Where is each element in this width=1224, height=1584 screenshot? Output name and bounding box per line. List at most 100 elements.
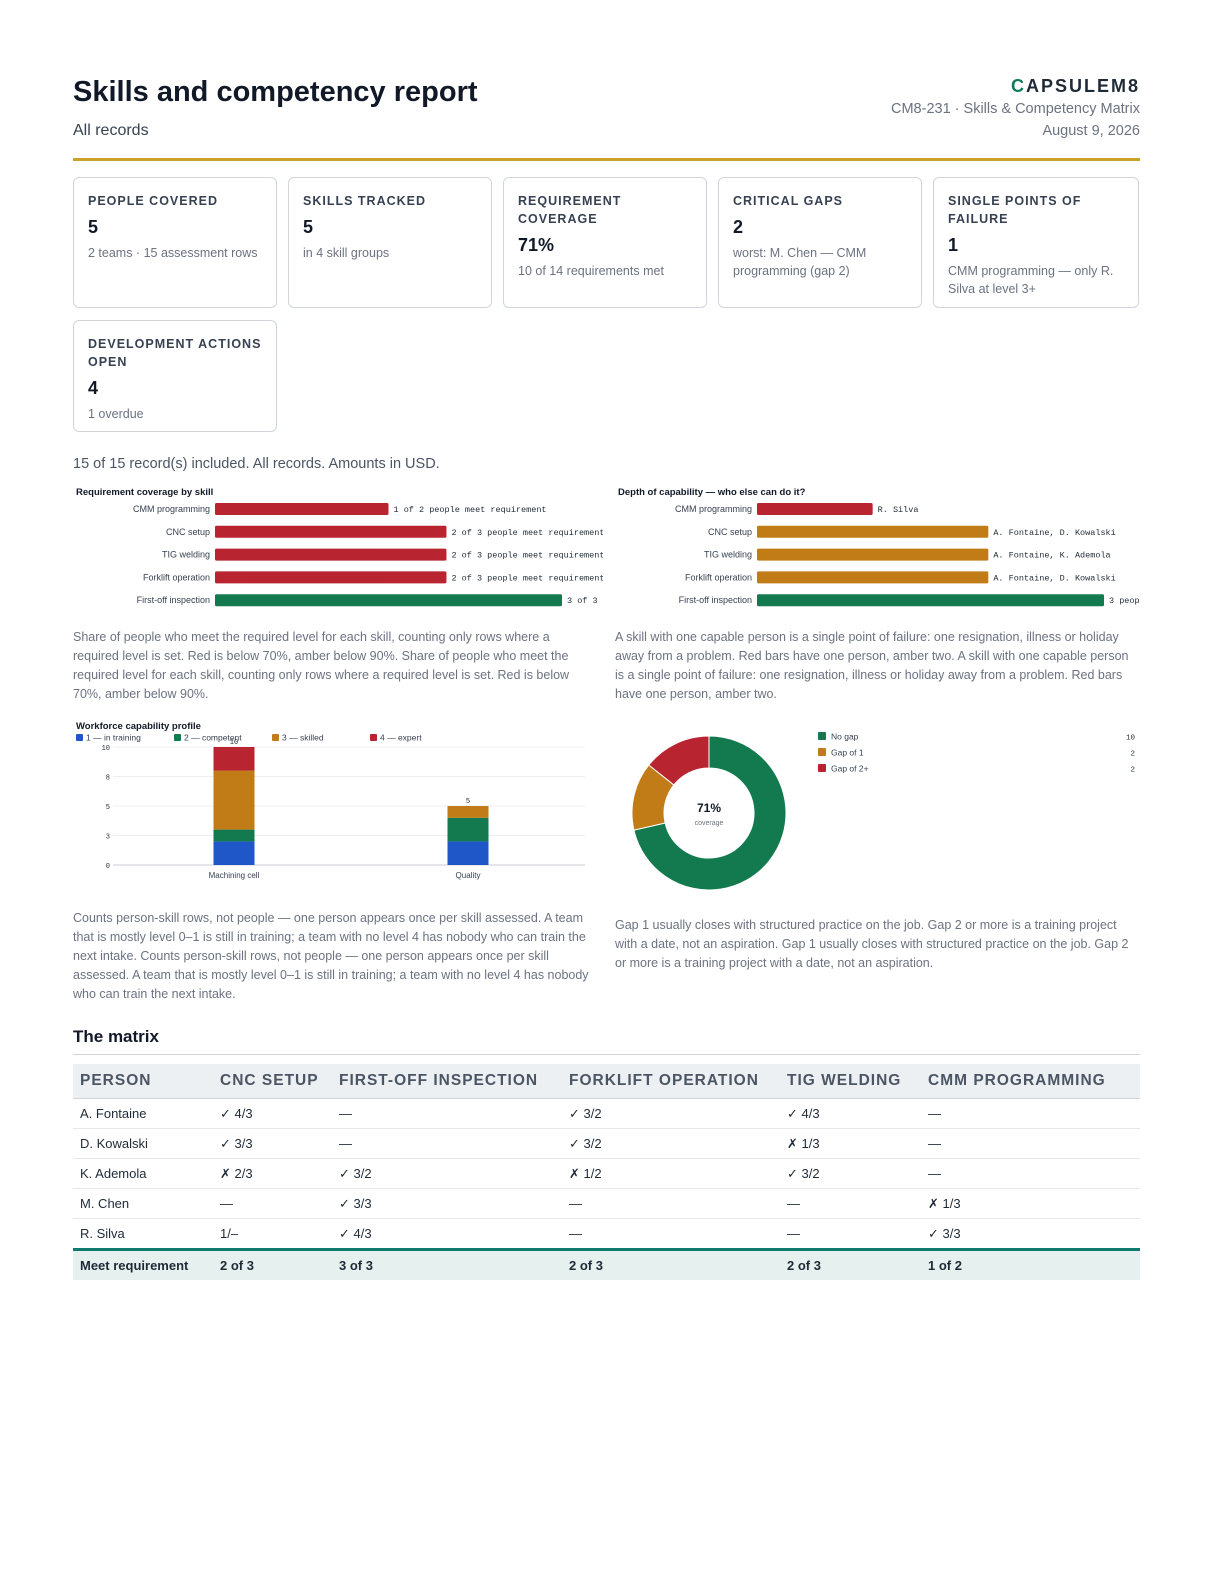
kpi-note: 2 teams · 15 assessment rows [88,246,258,260]
table-cell: ✓ 3/3 [921,1218,1140,1250]
table-cell: ✓ 3/3 [213,1128,332,1159]
legend-label: 1 — in training [86,733,141,743]
table-row: A. Fontaine ✓ 4/3 — ✓ 3/2 ✓ 4/3 — [73,1098,1140,1129]
stacked-bar-segment [213,770,255,830]
legend-swatch [174,734,181,741]
category-label: CNC setup [708,527,752,537]
page-title: Skills and competency report [73,76,478,108]
legend-value: 2 [1130,767,1135,775]
category-label: First-off inspection [137,595,210,605]
table-cell: R. Silva [73,1218,213,1250]
kpi-value: 1 [948,235,959,255]
table-cell: ✓ 4/3 [332,1218,562,1250]
kpi-card-critical-gaps: Critical gaps 2 worst: M. Chen — CMM pro… [718,177,922,308]
data-label: R. Silva [878,505,919,515]
table-cell: 1 of 2 [921,1248,1140,1280]
table-cell: — [213,1188,332,1219]
table-row: M. Chen — ✓ 3/3 — — ✗ 1/3 [73,1188,1140,1219]
matrix-divider [73,1054,1140,1055]
data-label: A. Fontaine, D. Kowalski [993,573,1115,583]
category-label: CMM programming [675,504,752,514]
stacked-bar-segment [447,817,489,842]
data-label: 2 of 3 people meet requirement [451,528,603,538]
depth-chart: Depth of capability — who else can do it… [618,487,1139,607]
total-label: 10 [230,739,238,747]
legend-swatch [370,734,377,741]
y-tick-label: 10 [102,745,110,753]
table-cell: — [780,1188,921,1219]
table-cell: 2 of 3 [562,1248,780,1280]
legend-swatch [818,732,826,740]
data-label: 2 of 3 people meet requirement [451,573,603,583]
category-label: TIG welding [704,550,752,560]
bar [757,503,873,515]
table-cell: — [332,1128,562,1159]
document-reference: CM8-231 · Skills & Competency Matrix [891,101,1140,117]
donut-center-value: 71% [697,801,721,815]
table-row: D. Kowalski ✓ 3/3 — ✓ 3/2 ✗ 1/3 — [73,1128,1140,1159]
column-header: Person [73,1064,213,1099]
page-subtitle: All records [73,122,149,139]
kpi-card-development: Development actions open 4 1 overdue [73,320,277,432]
category-label: Forklift operation [685,572,752,582]
gap-donut-chart: 71% coverage No gap 10 Gap of 1 2 Gap of 2+ 2 [631,732,1136,891]
table-cell: K. Ademola [73,1158,213,1189]
chart-title: Workforce capability profile [76,721,201,732]
category-label: TIG welding [162,550,210,560]
y-tick-label: 5 [106,804,110,812]
column-header: First-off inspection [332,1064,562,1099]
table-cell: ✗ 1/3 [921,1188,1140,1219]
data-label: A. Fontaine, K. Ademola [993,551,1110,561]
legend-value: 10 [1126,735,1136,743]
column-header: CNC setup [213,1064,332,1099]
stacked-bar-segment [213,747,255,771]
legend-label: 2 — competent [184,733,242,743]
kpi-label: Single points of failure [948,194,1082,226]
chart-title: Depth of capability — who else can do it… [618,487,806,498]
coverage-caption: Share of people who meet the required le… [73,630,570,701]
profile-caption: Counts person-skill rows, not people — o… [73,911,589,1001]
legend-label: Gap of 1 [831,748,864,758]
legend-swatch [818,764,826,772]
total-label: 5 [466,798,470,806]
y-tick-label: 3 [106,834,110,842]
records-note: 15 of 15 record(s) included. All records… [73,456,440,472]
donut-center-label: coverage [695,820,724,827]
legend-label: Gap of 2+ [831,764,869,774]
kpi-value: 5 [88,217,99,237]
kpi-note: 1 overdue [88,407,144,421]
table-cell: — [332,1098,562,1129]
legend-swatch [76,734,83,741]
bar [215,571,447,584]
bar [215,548,447,561]
report-date: August 9, 2026 [1042,123,1140,139]
table-cell: 2 of 3 [213,1248,332,1280]
kpi-value: 71% [518,235,555,255]
report-header: Skills and competency report All records… [73,72,1140,161]
table-cell: 1/– [213,1218,332,1250]
kpi-card-single-points: Single points of failure 1 CMM programmi… [933,177,1139,308]
kpi-value: 2 [733,217,744,237]
column-header: CMM programming [921,1064,1140,1099]
kpi-note: CMM programming — only R. Silva at level… [948,264,1114,296]
stacked-bar-segment [213,829,255,842]
donut-slice [648,735,710,786]
table-cell: A. Fontaine [73,1098,213,1129]
stacked-bar-segment [447,806,489,818]
chart-title: Requirement coverage by skill [76,487,213,498]
kpi-note: in 4 skill groups [303,246,390,260]
depth-caption: A skill with one capable person is a sin… [615,630,1129,701]
y-tick-label: 0 [106,863,110,871]
bar [215,503,389,515]
matrix-title: The matrix [73,1027,159,1046]
table-cell: ✓ 4/3 [213,1098,332,1129]
legend-swatch [818,748,826,756]
table-cell: ✓ 4/3 [780,1098,921,1129]
data-label: 3 peop [1109,596,1139,606]
category-label: Machining cell [209,871,260,880]
table-cell: ✗ 2/3 [213,1158,332,1189]
table-cell: ✓ 3/2 [562,1128,780,1159]
table-cell: 3 of 3 [332,1248,562,1280]
kpi-value: 4 [88,378,99,398]
